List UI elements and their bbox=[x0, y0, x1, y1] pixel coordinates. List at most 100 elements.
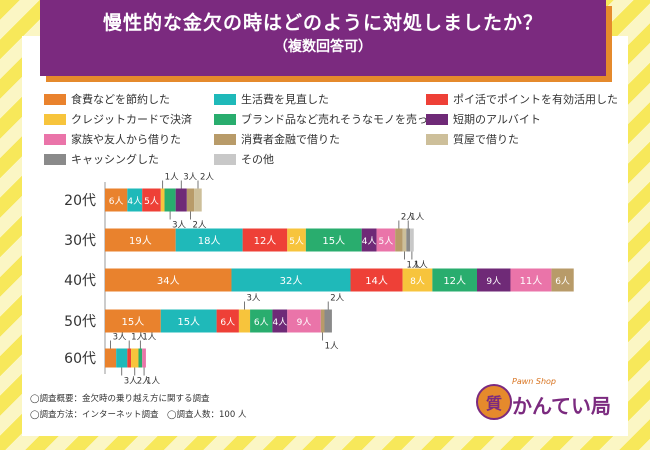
bar-segment bbox=[395, 228, 403, 252]
legend-label: 食費などを節約した bbox=[71, 93, 170, 106]
data-label: 4人 bbox=[127, 196, 142, 207]
data-label: 3人 bbox=[247, 294, 261, 304]
legend-label: クレジットカードで決済 bbox=[71, 113, 192, 126]
bar-segment bbox=[250, 309, 273, 333]
bar-segment bbox=[305, 228, 362, 252]
bar-segment bbox=[105, 348, 117, 368]
brand-tagline: Pawn Shop bbox=[512, 377, 557, 386]
data-label: 14人 bbox=[365, 275, 388, 287]
bar-segment bbox=[402, 268, 433, 292]
bar-segment bbox=[376, 228, 396, 252]
legend-label: 短期のアルバイト bbox=[453, 113, 541, 126]
data-label: 32人 bbox=[280, 275, 303, 287]
bar-segment bbox=[320, 309, 325, 333]
data-label: 15人 bbox=[322, 235, 345, 247]
legend-swatch bbox=[214, 113, 236, 125]
bar-segment bbox=[131, 348, 139, 368]
data-label: 5人 bbox=[289, 236, 304, 247]
bar-segment bbox=[105, 228, 176, 252]
data-label: 15人 bbox=[177, 316, 200, 328]
bar-segment bbox=[216, 309, 239, 333]
data-label: 3人 bbox=[124, 377, 138, 387]
legend-item: キャッシングした bbox=[44, 150, 159, 168]
data-label: 11人 bbox=[520, 275, 543, 287]
bar-segment bbox=[477, 268, 511, 292]
legend-label: キャッシングした bbox=[71, 153, 159, 166]
legend-item: 家族や友人から借りた bbox=[44, 130, 181, 148]
chart-title: 慢性的な金欠の時はどのように対処しましたか？ bbox=[102, 12, 543, 34]
data-label: 2人 bbox=[193, 221, 207, 231]
legend-swatch bbox=[214, 153, 236, 165]
data-label: 2人 bbox=[401, 213, 415, 223]
data-label: 1人 bbox=[325, 342, 339, 352]
bar-segment bbox=[160, 309, 217, 333]
bar-segment bbox=[105, 268, 232, 292]
bar-segment bbox=[361, 228, 377, 252]
bar-segment bbox=[410, 228, 414, 252]
bar-segment bbox=[175, 188, 187, 212]
legend-swatch bbox=[44, 113, 66, 125]
data-label: 1人 bbox=[146, 377, 160, 387]
bar-segment bbox=[142, 188, 161, 212]
data-label: 12人 bbox=[254, 235, 277, 247]
legend-swatch bbox=[426, 113, 448, 125]
legend-label: 質屋で借りた bbox=[453, 133, 519, 146]
bar-segment bbox=[164, 188, 176, 212]
bar-segment bbox=[287, 309, 321, 333]
bar-segment bbox=[175, 228, 243, 252]
bar-segment bbox=[510, 268, 552, 292]
data-label: 6人 bbox=[109, 196, 124, 207]
bar-segment bbox=[551, 268, 574, 292]
legend-swatch bbox=[214, 93, 236, 105]
legend-item: 質屋で借りた bbox=[426, 130, 519, 148]
legend-item: 生活費を見直した bbox=[214, 90, 329, 108]
data-label: 5人 bbox=[144, 196, 159, 207]
data-label: 2人 bbox=[330, 294, 344, 304]
data-label: 1人 bbox=[142, 333, 156, 343]
bar-segment bbox=[432, 268, 477, 292]
bar-segment bbox=[324, 309, 332, 333]
survey-overview: ◯調査概要：金欠時の乗り越え方に関する調査 bbox=[30, 394, 210, 404]
legend-item: 短期のアルバイト bbox=[426, 110, 541, 128]
title-banner bbox=[40, 0, 606, 76]
data-label: 3人 bbox=[113, 333, 127, 343]
legend-item: 消費者金融で借りた bbox=[214, 130, 340, 148]
survey-method: ◯調査方法：インターネット調査 ◯調査人数：100 人 bbox=[30, 410, 247, 420]
legend-item: その他 bbox=[214, 150, 274, 168]
bar-segment bbox=[142, 348, 146, 368]
bar-segment bbox=[350, 268, 403, 292]
data-label: 1人 bbox=[165, 173, 179, 183]
legend-label: ポイ活でポイントを有効活用した bbox=[453, 93, 618, 106]
data-label: 4人 bbox=[362, 236, 377, 247]
data-label: 2人 bbox=[137, 377, 151, 387]
bar-segment bbox=[194, 188, 202, 212]
bar-segment bbox=[402, 228, 407, 252]
data-label: 4人 bbox=[272, 317, 287, 328]
y-tick-label: 40代 bbox=[64, 273, 96, 289]
legend-item: クレジットカードで決済 bbox=[44, 110, 192, 128]
bar-segment bbox=[406, 228, 411, 252]
brand-name: かんてい局 bbox=[512, 394, 611, 418]
y-tick-label: 20代 bbox=[64, 193, 96, 209]
y-tick-label: 60代 bbox=[64, 351, 96, 367]
legend-swatch bbox=[426, 93, 448, 105]
bar-segment bbox=[238, 309, 251, 333]
bar-segment bbox=[160, 188, 165, 212]
bar-segment bbox=[287, 228, 306, 252]
data-label: 19人 bbox=[129, 235, 152, 247]
data-label: 2人 bbox=[200, 173, 214, 183]
bar-segment bbox=[138, 348, 143, 368]
bar-segment bbox=[116, 348, 128, 368]
data-label: 12人 bbox=[443, 275, 466, 287]
chart-subtitle: （複数回答可） bbox=[274, 39, 372, 55]
data-label: 15人 bbox=[122, 316, 145, 328]
data-label: 1人 bbox=[131, 333, 145, 343]
brand-logo: 質 bbox=[476, 384, 512, 420]
data-label: 6人 bbox=[254, 317, 269, 328]
data-label: 9人 bbox=[486, 276, 501, 287]
legend-label: その他 bbox=[241, 153, 274, 166]
data-label: 18人 bbox=[198, 235, 221, 247]
legend-swatch bbox=[426, 133, 448, 145]
legend-swatch bbox=[44, 133, 66, 145]
